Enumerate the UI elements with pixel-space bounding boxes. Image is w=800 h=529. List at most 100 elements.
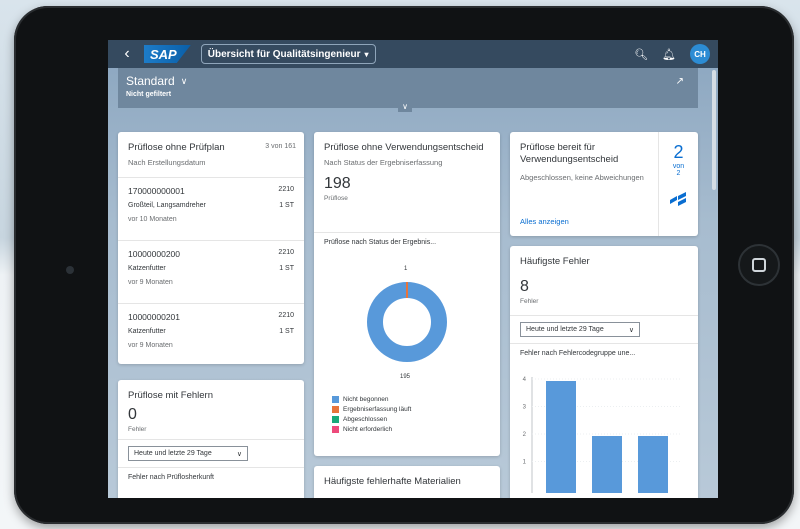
app-title: Übersicht für Qualitätsingenieur: [207, 48, 361, 60]
home-square-icon: [752, 258, 766, 272]
caret-down-icon: ▾: [364, 49, 369, 59]
created-date: vor 9 Monaten: [128, 342, 173, 349]
divider: [118, 467, 304, 469]
list-item[interactable]: 170000000001 2210 Großteil, Langsamdrehe…: [118, 177, 304, 240]
filter-status: Nicht gefiltert: [126, 91, 172, 98]
period-select[interactable]: Heute und letzte 29 Tage ∨: [128, 446, 248, 462]
collapse-header-icon[interactable]: ∨: [398, 102, 412, 112]
donut-chart[interactable]: 1 195: [314, 252, 500, 392]
scrollbar[interactable]: [712, 70, 716, 190]
legend-swatch: [332, 406, 339, 413]
kpi-value: 8: [520, 278, 529, 296]
chevron-down-icon: ∨: [236, 450, 242, 458]
material-name: Katzenfutter: [128, 328, 166, 335]
period-select[interactable]: Heute und letzte 29 Tage ∨: [520, 322, 640, 338]
bar: [592, 436, 622, 498]
card-ready: Prüflose bereit für Verwendungsentscheid…: [510, 132, 698, 236]
variant-selector[interactable]: Standard ∨: [126, 74, 690, 88]
divider: [118, 439, 304, 441]
screen: ‹ SAP Übersicht für Qualitätsingenieur ▾…: [108, 40, 718, 498]
card-subtitle: Nach Erstellungsdatum: [128, 158, 206, 168]
item-counter: 3 von 161: [265, 143, 296, 150]
donut-label-top: 1: [404, 266, 408, 272]
y-tick-label: 4: [523, 377, 527, 383]
card-plan: Prüflose ohne Prüfplan 3 von 161 Nach Er…: [118, 132, 304, 364]
show-all-link[interactable]: Alles anzeigen: [520, 217, 569, 226]
filter-bar: Standard ∨ Nicht gefiltert ↗: [118, 68, 698, 108]
card-top-errors: Häufigste Fehler 8 Fehler Heute und letz…: [510, 246, 698, 498]
avatar[interactable]: CH: [690, 44, 710, 64]
ready-of: von: [672, 163, 685, 170]
donut-svg: [367, 282, 447, 362]
ready-total: 2: [676, 170, 681, 177]
plant-code: 2210: [278, 312, 294, 319]
material-name: Großteil, Langsamdreher: [128, 202, 206, 209]
ready-counter[interactable]: 2 von 2: [658, 132, 698, 236]
bar: [638, 436, 668, 498]
list-item[interactable]: 10000000200 2210 Katzenfutter 1 ST vor 9…: [118, 240, 304, 303]
donut-label-bottom: 195: [400, 374, 411, 380]
kpi-value: 198: [324, 175, 351, 193]
kpi-unit: Prüflose: [324, 195, 348, 203]
card-usage: Prüflose ohne Verwendungsentscheid Nach …: [314, 132, 500, 456]
lot-id: 10000000201: [128, 312, 181, 322]
legend-item[interactable]: Ergebniserfassung läuft: [332, 406, 482, 413]
list-item[interactable]: 10000000201 2210 Katzenfutter 1 ST vor 9…: [118, 303, 304, 364]
lot-id: 170000000001: [128, 186, 185, 196]
bar-chart[interactable]: 4 3 2 1: [510, 363, 698, 498]
divider: [510, 315, 698, 317]
quantity: 1 ST: [279, 202, 294, 209]
chart-title: Prüflose nach Status der Ergebnis...: [324, 239, 437, 246]
stack-icon: [669, 192, 686, 206]
legend-label: Ergebniserfassung läuft: [343, 406, 412, 413]
divider: [510, 343, 698, 345]
kpi-unit: Fehler: [520, 298, 539, 306]
bar: [546, 381, 576, 498]
divider: [314, 232, 500, 233]
search-icon[interactable]: 🔍︎: [634, 48, 649, 61]
card-title[interactable]: Häufigste fehlerhafte Materialien: [324, 476, 461, 487]
sap-logo[interactable]: SAP: [144, 45, 191, 63]
tablet-frame: ‹ SAP Übersicht für Qualitätsingenieur ▾…: [14, 6, 794, 524]
quantity: 1 ST: [279, 328, 294, 335]
home-button[interactable]: [738, 244, 780, 286]
y-tick-label: 1: [523, 460, 527, 466]
card-title[interactable]: Prüflose ohne Prüfplan: [128, 142, 225, 153]
material-name: Katzenfutter: [128, 265, 166, 272]
card-title[interactable]: Häufigste Fehler: [520, 256, 590, 267]
card-subtitle: Abgeschlossen, keine Abweichungen: [520, 172, 644, 182]
chevron-down-icon: ∨: [180, 75, 188, 86]
card-title[interactable]: Prüflose mit Fehlern: [128, 390, 214, 401]
plant-code: 2210: [278, 249, 294, 256]
camera-icon: [66, 266, 74, 274]
chevron-down-icon: ∨: [628, 326, 634, 334]
legend-label: Nicht erforderlich: [343, 426, 393, 433]
share-icon[interactable]: ↗: [675, 76, 684, 87]
kpi-unit: Fehler: [128, 426, 147, 434]
y-tick-label: 2: [523, 432, 527, 438]
period-value: Heute und letzte 29 Tage: [134, 450, 212, 458]
app-title-menu[interactable]: Übersicht für Qualitätsingenieur ▾: [200, 44, 376, 64]
card-errors: Prüflose mit Fehlern 0 Fehler Heute und …: [118, 380, 304, 498]
card-title[interactable]: Prüflose ohne Verwendungsentscheid: [324, 142, 484, 153]
legend-swatch: [332, 416, 339, 423]
quantity: 1 ST: [279, 265, 294, 272]
legend-label: Nicht begonnen: [343, 396, 389, 403]
chart-title: Fehler nach Fehlercodegruppe une...: [520, 350, 636, 358]
ready-count: 2: [673, 142, 684, 162]
back-icon[interactable]: ‹: [124, 45, 130, 62]
donut-slice-nicht-begonnen: [367, 282, 447, 362]
bell-icon[interactable]: 🔔︎: [662, 48, 676, 61]
created-date: vor 10 Monaten: [128, 216, 177, 223]
created-date: vor 9 Monaten: [128, 279, 173, 286]
variant-name: Standard: [126, 74, 175, 88]
legend-swatch: [332, 396, 339, 403]
legend-item[interactable]: Abgeschlossen: [332, 416, 482, 423]
legend-item[interactable]: Nicht erforderlich: [332, 426, 482, 433]
card-title[interactable]: Prüflose bereit für Verwendungsentscheid: [520, 142, 619, 166]
legend-swatch: [332, 426, 339, 433]
chart-title: Fehler nach Prüflosherkunft: [128, 474, 214, 482]
lot-id: 10000000200: [128, 249, 181, 259]
legend-label: Abgeschlossen: [343, 416, 388, 423]
legend-item[interactable]: Nicht begonnen: [332, 396, 482, 403]
